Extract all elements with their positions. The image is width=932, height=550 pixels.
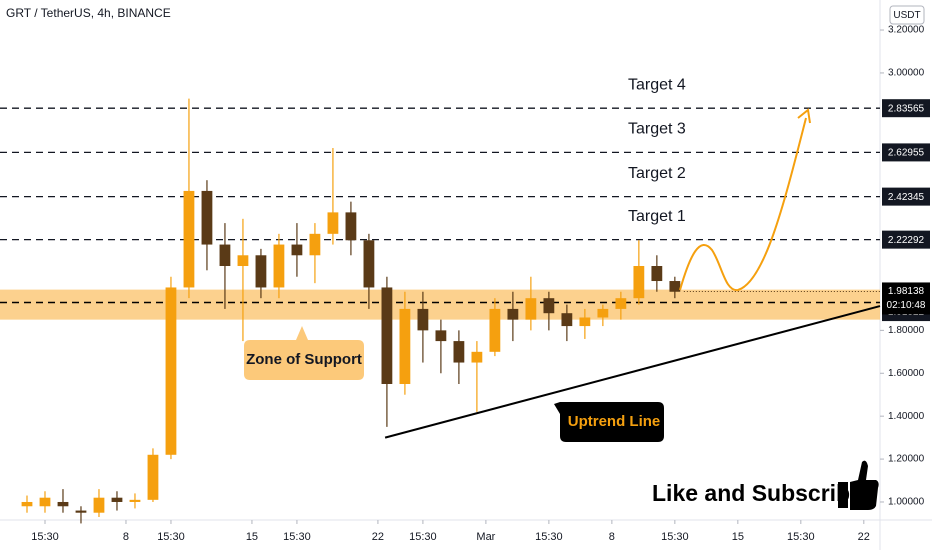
x-tick-label: 15:30 [157, 531, 185, 543]
candle-body [75, 510, 87, 513]
candle-body [165, 287, 177, 455]
candle-body [651, 266, 663, 282]
target-label: Target 3 [628, 121, 686, 138]
level-price-label: 2.62955 [888, 148, 925, 159]
x-tick-label: 15:30 [409, 531, 437, 543]
candle-body [255, 255, 267, 288]
x-tick-label: 15 [732, 531, 744, 543]
last-price-label: 1.98138 [888, 286, 925, 297]
support-callout [244, 326, 364, 380]
candle-body [129, 499, 141, 502]
currency-box [889, 5, 925, 25]
target-label: Target 2 [628, 165, 686, 182]
uptrend-line [384, 305, 881, 439]
candle-body [57, 501, 69, 507]
candle-body [183, 190, 195, 288]
candle-body [471, 351, 483, 363]
countdown-label: 02:10:48 [887, 300, 926, 311]
trend-label: Uptrend Line [568, 413, 661, 430]
candle-body [219, 244, 231, 267]
x-tick-label: 15:30 [661, 531, 689, 543]
candle-body [399, 308, 411, 384]
y-tick-label: 3.00000 [888, 68, 925, 79]
x-tick-label: 8 [609, 531, 615, 543]
level-price-box [882, 230, 930, 249]
candle-body [381, 287, 393, 384]
x-tick-label: 15:30 [535, 531, 563, 543]
candle-body [543, 298, 555, 314]
x-tick-label: 8 [123, 531, 129, 543]
candle-body [507, 308, 519, 320]
candle-body [633, 266, 645, 299]
candle-body [489, 308, 501, 352]
level-price-label: 2.42345 [888, 192, 925, 203]
cta-text: Like and Subscribe [652, 480, 863, 506]
x-tick-label: 15:30 [787, 531, 815, 543]
chart-title: GRT / TetherUS, 4h, BINANCE [6, 6, 171, 20]
y-tick-label: 1.00000 [888, 497, 925, 508]
candle-body [21, 501, 33, 507]
y-tick-label: 1.60000 [888, 368, 925, 379]
trend-callout [554, 402, 664, 442]
candle-body [273, 244, 285, 288]
candle-body [579, 317, 591, 327]
candle-body [327, 212, 339, 234]
candle-body [561, 313, 573, 327]
level-price-label: 2.83565 [888, 103, 925, 114]
candle-body [237, 255, 249, 267]
candle-body [669, 281, 681, 292]
support-zone [0, 289, 880, 320]
x-tick-label: 15:30 [283, 531, 311, 543]
candle-body [453, 341, 465, 363]
candle-body [93, 497, 105, 513]
level-price-box [882, 99, 930, 118]
support-label: Zone of Support [246, 351, 362, 368]
candle-body [201, 190, 213, 245]
x-tick-label: 22 [858, 531, 870, 543]
candle-body [345, 212, 357, 241]
candle-body [39, 497, 51, 507]
candle-body [525, 298, 537, 320]
thumb-hand [850, 460, 879, 510]
candle-body [435, 330, 447, 342]
thumb-icon [838, 460, 879, 510]
target-label: Target 1 [628, 208, 686, 225]
candle-body [291, 244, 303, 256]
y-tick-label: 1.80000 [888, 325, 925, 336]
thumb-cuff [838, 482, 848, 508]
x-tick-label: 15 [246, 531, 258, 543]
candle-body [417, 308, 429, 331]
projection-path [679, 117, 807, 291]
level-price-label: 2.22292 [888, 235, 925, 246]
y-tick-label: 3.20000 [888, 25, 925, 36]
level-price-box [882, 187, 930, 206]
candle-body [597, 308, 609, 318]
candle-body [147, 454, 159, 500]
y-tick-label: 1.20000 [888, 454, 925, 465]
candle-body [111, 497, 123, 502]
last-price-box [882, 282, 930, 315]
candle-body [363, 240, 375, 288]
x-tick-label: 15:30 [31, 531, 59, 543]
currency-label: USDT [893, 10, 920, 21]
y-tick-label: 1.40000 [888, 411, 925, 422]
candle-body [309, 233, 321, 256]
x-tick-label: Mar [476, 531, 495, 543]
projection-arrow [797, 108, 811, 124]
x-tick-label: 22 [372, 531, 384, 543]
candle-body [615, 298, 627, 309]
level-price-box [882, 143, 930, 162]
target-label: Target 4 [628, 76, 686, 93]
